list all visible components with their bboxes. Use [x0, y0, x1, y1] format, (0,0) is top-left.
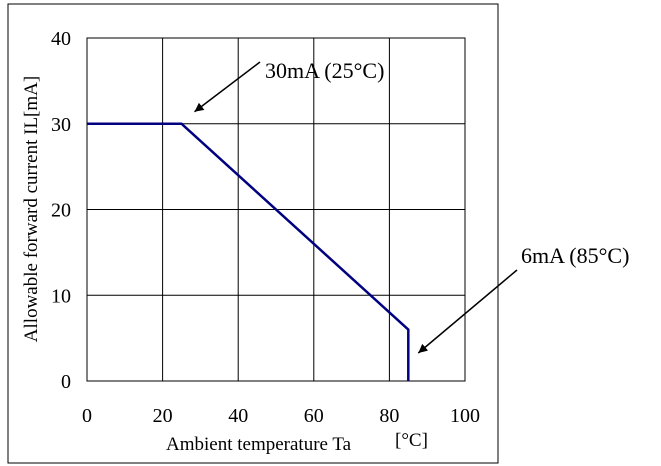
y-tick-label-10: 10 — [51, 285, 71, 307]
x-tick-label-60: 60 — [304, 405, 324, 427]
series-layer — [86, 122, 410, 382]
x-tick-labels: 0 20 40 60 80 100 — [82, 405, 480, 427]
y-tick-label-40: 40 — [51, 28, 71, 50]
y-axis-label: Allowable forward current IL[mA] — [21, 76, 42, 342]
x-tick-label-20: 20 — [153, 405, 173, 427]
annotation-85c-text: 6mA (85°C) — [521, 243, 629, 268]
x-tick-label-80: 80 — [379, 405, 399, 427]
x-axis-unit: [°C] — [395, 430, 428, 451]
x-axis-label: Ambient temperature Ta — [166, 434, 352, 455]
annotation-85c-arrow — [417, 269, 518, 354]
y-tick-label-20: 20 — [51, 200, 71, 222]
x-tick-label-0: 0 — [82, 405, 92, 427]
chart-frame — [7, 3, 499, 464]
annotation-25c-text: 30mA (25°C) — [265, 58, 384, 83]
annotations-layer: 30mA (25°C) 6mA (85°C) — [194, 58, 629, 354]
annotation-25c-arrow — [194, 61, 261, 113]
y-tick-labels: 0 10 20 30 40 — [51, 28, 71, 393]
plot-area — [86, 37, 466, 382]
series-line-0 — [87, 122, 410, 381]
y-tick-label-0: 0 — [61, 371, 71, 393]
y-tick-label-30: 30 — [51, 114, 71, 136]
x-tick-label-100: 100 — [450, 405, 480, 427]
x-tick-label-40: 40 — [228, 405, 248, 427]
